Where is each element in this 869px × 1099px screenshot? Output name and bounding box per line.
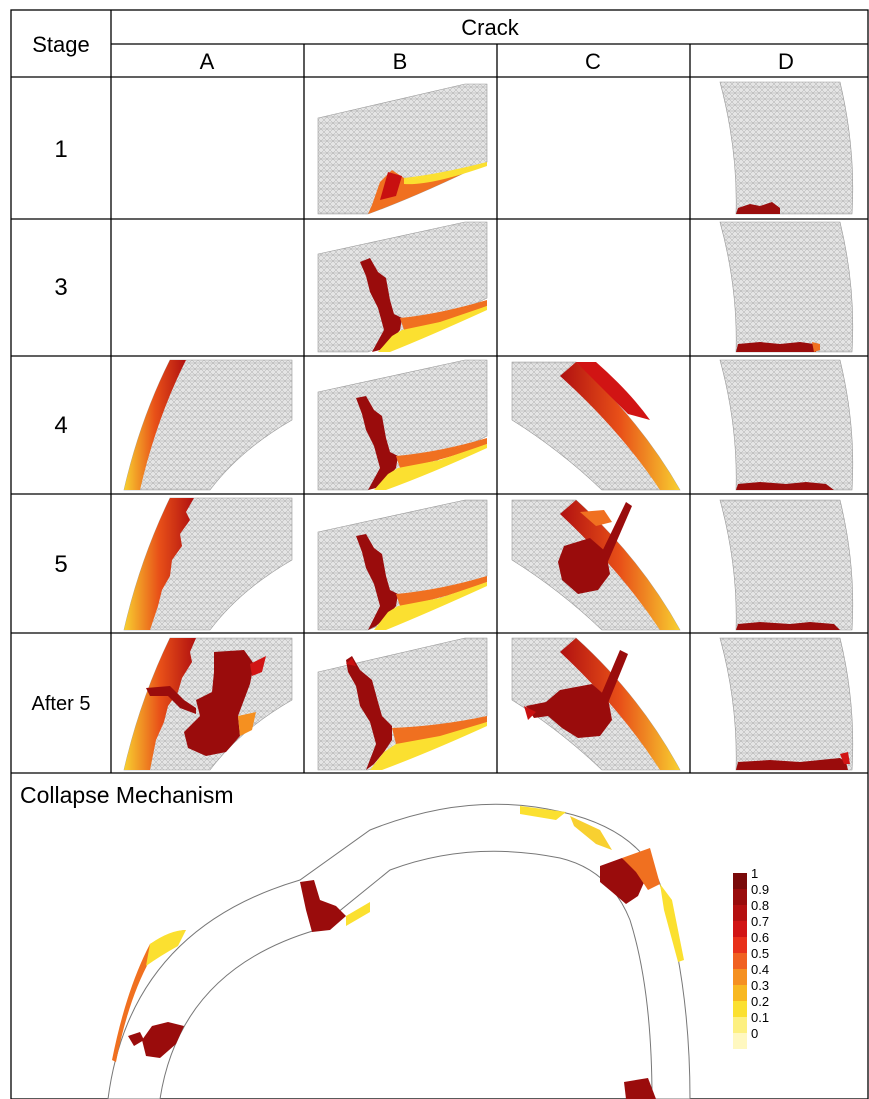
panel-b-stage-4 — [317, 359, 488, 491]
legend-swatch — [733, 985, 747, 1001]
stage-label-5: 5 — [54, 551, 67, 578]
column-header-d: D — [778, 49, 794, 74]
legend-label: 0.8 — [751, 898, 769, 913]
panel-b-stage-5 — [317, 499, 488, 631]
legend-label: 0 — [751, 1026, 758, 1041]
legend-label: 0.6 — [751, 930, 769, 945]
legend-label: 0.7 — [751, 914, 769, 929]
column-header-c: C — [585, 49, 601, 74]
panel-a-stage-after-5 — [123, 637, 293, 771]
colour-legend: 10.90.80.70.60.50.40.30.20.10 — [733, 866, 769, 1049]
collapse-mechanism-title: Collapse Mechanism — [20, 782, 233, 808]
legend-swatches — [733, 873, 747, 1049]
legend-swatch — [733, 921, 747, 937]
panel-c-stage-5 — [511, 499, 681, 631]
table-grid — [10, 9, 869, 1099]
stage-label-1: 1 — [54, 136, 67, 163]
panel-c-stage-after-5 — [511, 637, 681, 771]
stage-header: Stage — [32, 32, 90, 57]
legend-swatch — [733, 1001, 747, 1017]
legend-swatch — [733, 873, 747, 889]
legend-swatch — [733, 1033, 747, 1049]
legend-label: 1 — [751, 866, 758, 881]
legend-swatch — [733, 905, 747, 921]
legend-label: 0.9 — [751, 882, 769, 897]
panel-c-stage-4 — [511, 361, 681, 491]
column-header-b: B — [393, 49, 408, 74]
legend-label: 0.2 — [751, 994, 769, 1009]
panel-b-stage-1 — [317, 83, 488, 215]
collapse-arch — [107, 803, 691, 1099]
legend-label: 0.5 — [751, 946, 769, 961]
legend-labels: 10.90.80.70.60.50.40.30.20.10 — [751, 866, 769, 1041]
panel-a-stage-5 — [123, 497, 293, 631]
panel-d-stage-3 — [719, 221, 854, 353]
legend-swatch — [733, 937, 747, 953]
stage-label-3: 3 — [54, 274, 67, 301]
stage-label-4: 4 — [54, 412, 67, 439]
stage-label-after-5: After 5 — [32, 693, 91, 715]
column-header-a: A — [200, 49, 215, 74]
panel-b-stage-after-5 — [317, 637, 488, 771]
crack-header: Crack — [461, 15, 519, 40]
panel-b-stage-3 — [317, 221, 488, 353]
panel-d-stage-5 — [719, 499, 854, 631]
legend-swatch — [733, 969, 747, 985]
panel-d-stage-after-5 — [719, 637, 854, 771]
panel-a-stage-4 — [123, 359, 293, 491]
legend-swatch — [733, 1017, 747, 1033]
legend-swatch — [733, 953, 747, 969]
legend-swatch — [733, 889, 747, 905]
panel-d-stage-4 — [719, 359, 854, 491]
legend-label: 0.4 — [751, 962, 769, 977]
legend-label: 0.3 — [751, 978, 769, 993]
legend-label: 0.1 — [751, 1010, 769, 1025]
panel-d-stage-1 — [719, 81, 854, 215]
